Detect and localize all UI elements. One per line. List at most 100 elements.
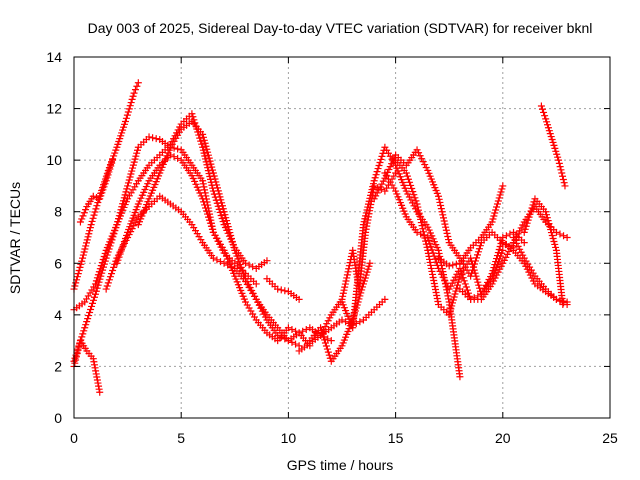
track-marker (323, 320, 331, 328)
track-marker (474, 278, 482, 286)
track-marker (77, 336, 85, 344)
track-marker (292, 327, 300, 335)
series-s11 (306, 259, 374, 365)
track-marker (133, 149, 141, 157)
track-marker (326, 314, 334, 322)
data-point (295, 295, 303, 303)
track-marker (551, 240, 559, 248)
data-point (488, 218, 496, 226)
track-marker (547, 133, 555, 141)
data-point (559, 301, 567, 309)
track-marker (93, 284, 101, 292)
track-marker (85, 230, 93, 238)
track-marker (130, 158, 138, 166)
track-marker (84, 315, 92, 323)
track-marker (482, 281, 490, 289)
track-marker (212, 178, 220, 186)
data-point (199, 195, 207, 203)
track-marker (342, 277, 350, 285)
data-point (252, 280, 260, 288)
track-marker (207, 222, 215, 230)
track-marker (365, 262, 373, 270)
track-marker (84, 233, 92, 241)
track-marker (517, 248, 525, 256)
data-point (510, 234, 518, 241)
track-marker (73, 273, 81, 281)
track-marker (79, 212, 87, 220)
track-marker (248, 287, 256, 295)
track-marker (560, 232, 568, 240)
track-marker (318, 329, 326, 337)
track-marker (417, 215, 425, 223)
track-marker (103, 282, 111, 290)
track-marker (116, 250, 124, 258)
track-marker (525, 213, 533, 221)
track-marker (449, 296, 457, 304)
track-marker (127, 99, 135, 107)
track-marker (406, 178, 414, 186)
data-point (327, 337, 335, 345)
track-marker (436, 267, 444, 275)
track-marker (516, 245, 524, 253)
track-marker (462, 283, 470, 291)
track-marker (214, 187, 222, 195)
plot-frame (73, 56, 611, 419)
track-marker (343, 274, 351, 282)
track-marker (80, 327, 88, 335)
track-marker (203, 145, 211, 153)
track-marker (257, 304, 265, 312)
track-marker (89, 299, 97, 307)
track-marker (447, 305, 455, 313)
data-point (124, 182, 132, 190)
track-marker (344, 268, 352, 276)
track-marker (213, 181, 221, 189)
track-marker (493, 271, 501, 279)
track-marker (321, 323, 329, 331)
track-marker (474, 248, 482, 256)
track-marker (219, 218, 227, 226)
track-marker (223, 220, 231, 228)
track-marker (224, 223, 232, 231)
track-marker (226, 229, 234, 237)
track-marker (511, 236, 519, 244)
track-marker (447, 282, 455, 290)
track-marker (528, 204, 536, 212)
track-marker (299, 327, 307, 335)
track-marker (540, 108, 548, 116)
data-point (274, 331, 282, 339)
track-marker (216, 193, 224, 201)
track-marker (76, 339, 84, 347)
track-marker (422, 237, 430, 245)
track-marker (108, 159, 116, 167)
track-marker (90, 293, 98, 301)
data-point (284, 324, 292, 332)
track-marker (86, 227, 94, 235)
tick-layer: 0 5 10 15 20 25 0 2 4 6 8 10 12 14 (46, 49, 618, 446)
track-marker (408, 199, 416, 207)
track-marker (133, 82, 141, 90)
track-marker (373, 168, 381, 176)
data-point (109, 156, 117, 164)
data-point (209, 254, 217, 262)
track-marker (323, 345, 331, 353)
track-marker (105, 168, 113, 176)
track-marker (82, 321, 90, 329)
track-marker (122, 114, 130, 122)
track-marker (485, 275, 493, 283)
track-marker (228, 234, 236, 242)
track-marker (469, 263, 477, 271)
data-point (370, 177, 378, 185)
track-marker (487, 273, 495, 281)
track-marker (103, 174, 111, 182)
track-marker (119, 241, 127, 249)
track-marker (106, 273, 114, 281)
track-marker (118, 244, 126, 252)
data-point (79, 254, 87, 262)
track-marker (199, 133, 207, 141)
data-point (102, 285, 110, 293)
track-marker (321, 339, 329, 347)
track-marker (448, 302, 456, 310)
track-marker (206, 157, 214, 165)
track-marker (258, 307, 266, 315)
